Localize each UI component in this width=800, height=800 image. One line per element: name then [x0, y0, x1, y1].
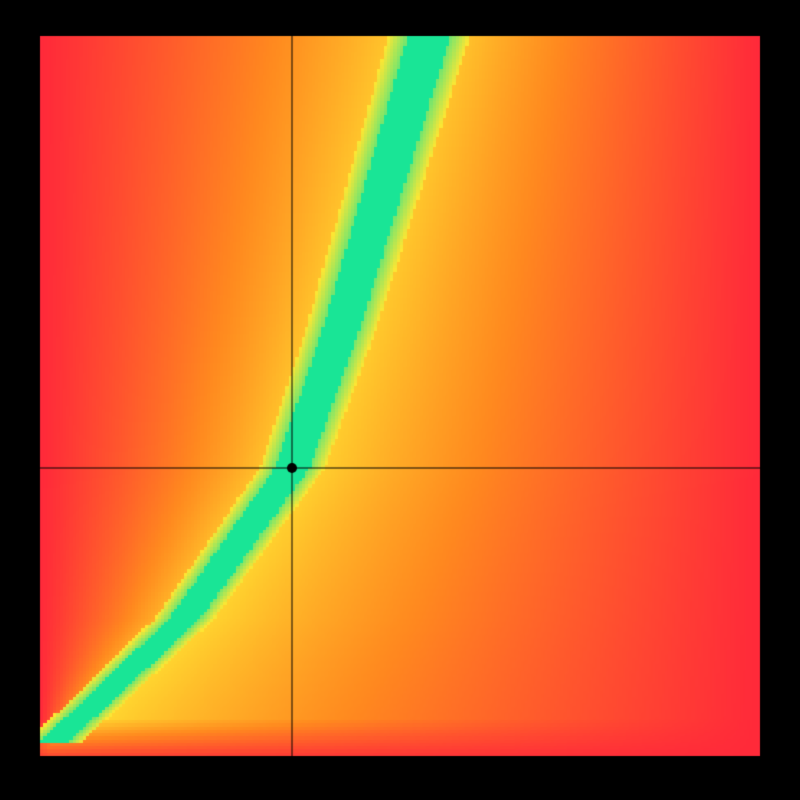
bottleneck-heatmap	[0, 0, 800, 800]
